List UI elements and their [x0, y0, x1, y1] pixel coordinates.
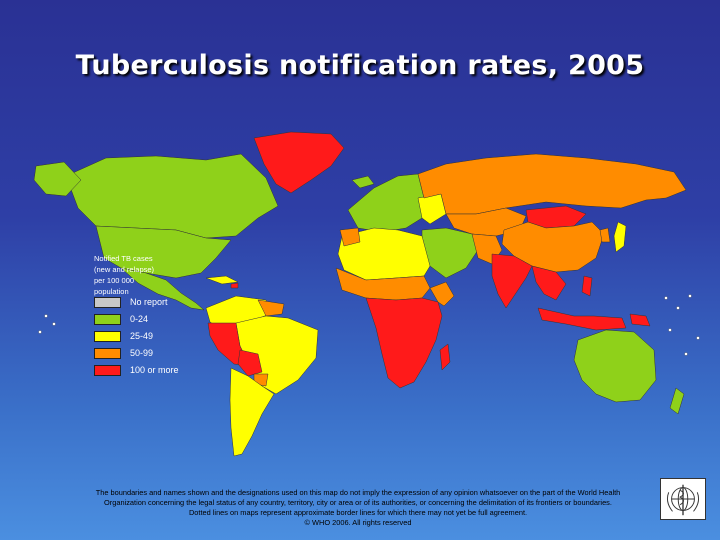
legend-swatch	[94, 364, 121, 376]
legend-swatch	[94, 313, 121, 325]
world-map	[26, 118, 706, 468]
legend-swatch	[94, 330, 121, 342]
region-united-states	[95, 225, 232, 279]
disclaimer-line: Organization concerning the legal status…	[104, 498, 612, 507]
legend-item-100-or-more: 100 or more	[94, 363, 179, 377]
region-new-zealand	[669, 387, 685, 415]
legend-label: No report	[130, 297, 168, 307]
region-caribbean	[205, 275, 239, 285]
region-morocco	[339, 227, 361, 247]
region-papua-new-guinea	[629, 313, 651, 327]
legend-item-0-24: 0-24	[94, 312, 148, 326]
who-emblem-icon	[666, 484, 700, 516]
legend-label: 50-99	[130, 348, 154, 358]
region-argentina	[229, 367, 275, 457]
copyright-line: © WHO 2006. All rights reserved	[304, 518, 412, 527]
region-middle-east	[421, 227, 479, 279]
legend-item-25-49: 25-49	[94, 329, 153, 343]
region-korea	[599, 227, 611, 243]
region-indonesia	[537, 307, 627, 331]
region-horn-of-africa	[429, 281, 455, 307]
legend-label: 0-24	[130, 314, 149, 324]
region-sahel	[335, 267, 431, 301]
region-europe-east	[417, 193, 447, 225]
legend-label: 100 or more	[130, 365, 179, 375]
region-south-east-asia	[531, 265, 567, 301]
disclaimer-footer: The boundaries and names shown and the d…	[66, 488, 650, 528]
region-alaska	[33, 161, 82, 197]
world-map-svg	[33, 131, 700, 457]
legend-swatch	[94, 347, 121, 359]
region-japan	[613, 221, 627, 253]
region-madagascar	[439, 343, 451, 371]
map-legend: Notified TB cases (new and relapse) per …	[94, 253, 234, 376]
region-sub-saharan-africa	[365, 297, 443, 389]
region-india	[491, 253, 533, 309]
region-greenland	[253, 131, 345, 194]
region-australia	[573, 329, 657, 403]
region-russia	[417, 153, 687, 215]
map-title: Tuberculosis notification rates, 2005	[75, 50, 645, 81]
region-philippines	[581, 275, 593, 297]
region-guianas	[257, 299, 285, 317]
region-canada	[65, 153, 279, 239]
legend-label: 25-49	[130, 331, 154, 341]
region-iceland	[351, 175, 375, 189]
legend-swatch	[94, 296, 121, 308]
region-mexico	[120, 267, 205, 311]
region-haiti	[230, 282, 239, 289]
legend-heading: Notified TB cases (new and relapse) per …	[94, 254, 155, 296]
pacific-islands	[38, 294, 700, 356]
legend-item-50-99: 50-99	[94, 346, 153, 360]
disclaimer-line: The boundaries and names shown and the d…	[95, 488, 621, 497]
legend-item-no-report: No report	[94, 295, 168, 309]
who-logo	[660, 478, 706, 520]
disclaimer-line: Dotted lines on maps represent approxima…	[188, 508, 528, 517]
